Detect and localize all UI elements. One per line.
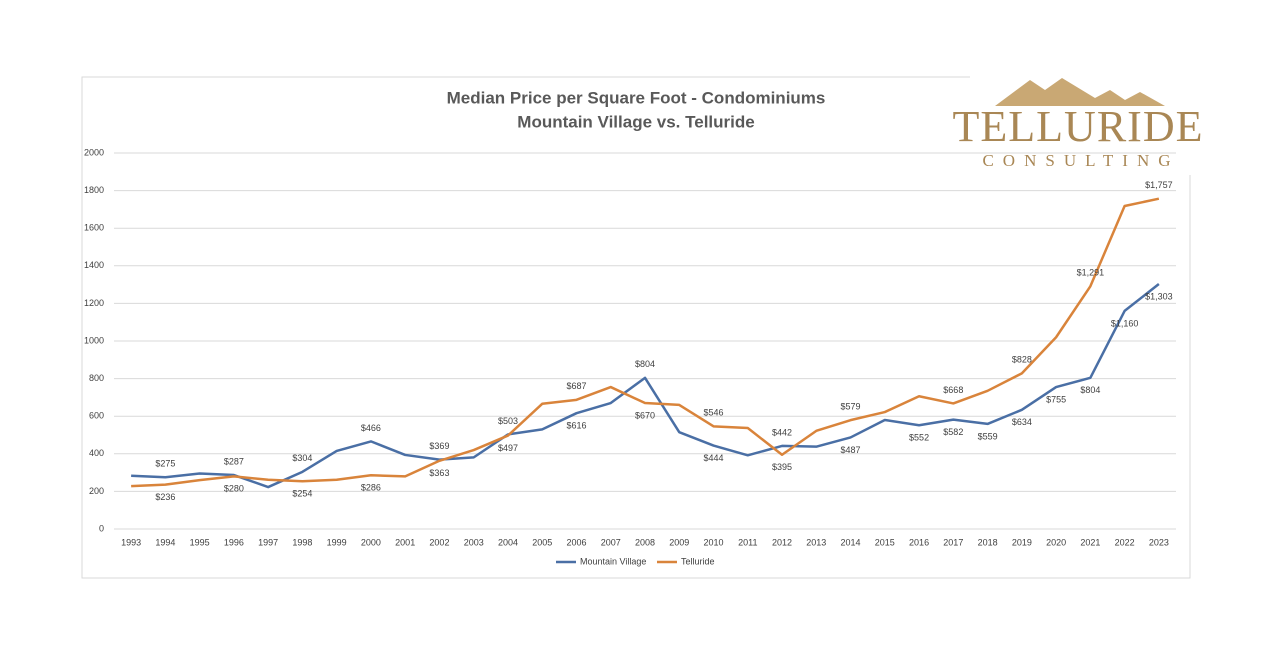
data-label: $552 (909, 433, 929, 443)
data-label: $444 (704, 453, 724, 463)
x-tick-label: 1998 (292, 537, 312, 547)
y-tick-label: 1000 (84, 335, 104, 345)
data-label: $286 (361, 483, 381, 493)
x-tick-label: 1999 (327, 537, 347, 547)
data-label: $634 (1012, 417, 1032, 427)
x-tick-label: 2018 (978, 537, 998, 547)
logo-tagline: CONSULTING (982, 151, 1179, 170)
x-tick-label: 2023 (1149, 537, 1169, 547)
data-label: $1,303 (1145, 291, 1173, 301)
data-label: $546 (704, 408, 724, 418)
data-label: $395 (772, 462, 792, 472)
x-tick-label: 2021 (1080, 537, 1100, 547)
x-tick-label: 2013 (806, 537, 826, 547)
logo-name: TELLURIDE (953, 102, 1204, 151)
data-label: $497 (498, 443, 518, 453)
data-label: $304 (292, 453, 312, 463)
x-tick-label: 2014 (841, 537, 861, 547)
y-tick-label: 1400 (84, 260, 104, 270)
data-label: $287 (224, 456, 244, 466)
legend-label: Telluride (681, 556, 715, 566)
x-tick-label: 2004 (498, 537, 518, 547)
x-tick-label: 2019 (1012, 537, 1032, 547)
y-tick-label: 2000 (84, 147, 104, 157)
chart-title: Median Price per Square Foot - Condomini… (447, 88, 826, 107)
x-tick-label: 2016 (909, 537, 929, 547)
x-tick-label: 2015 (875, 537, 895, 547)
x-tick-label: 2010 (704, 537, 724, 547)
x-tick-label: 1993 (121, 537, 141, 547)
x-tick-label: 1995 (190, 537, 210, 547)
data-label: $804 (635, 359, 655, 369)
y-tick-label: 1800 (84, 185, 104, 195)
x-tick-label: 2009 (669, 537, 689, 547)
x-tick-label: 2011 (738, 537, 757, 547)
data-label: $579 (841, 402, 861, 412)
y-tick-label: 1600 (84, 223, 104, 233)
data-label: $254 (292, 489, 312, 499)
x-tick-label: 1996 (224, 537, 244, 547)
x-tick-label: 2020 (1046, 537, 1066, 547)
logo: TELLURIDE CONSULTING (953, 75, 1204, 175)
data-label: $670 (635, 410, 655, 420)
data-label: $582 (943, 427, 963, 437)
data-label: $442 (772, 427, 792, 437)
data-label: $275 (155, 459, 175, 469)
x-tick-label: 2005 (532, 537, 552, 547)
data-label: $668 (943, 385, 963, 395)
x-tick-label: 2001 (395, 537, 415, 547)
y-tick-label: 400 (89, 448, 104, 458)
x-tick-label: 2008 (635, 537, 655, 547)
y-tick-label: 0 (99, 523, 104, 533)
data-label: $363 (429, 468, 449, 478)
data-label: $280 (224, 484, 244, 494)
data-label: $487 (841, 445, 861, 455)
data-label: $503 (498, 416, 518, 426)
data-label: $369 (429, 441, 449, 451)
data-label: $616 (566, 421, 586, 431)
data-label: $1,757 (1145, 180, 1173, 190)
x-tick-label: 2000 (361, 537, 381, 547)
x-tick-label: 2022 (1115, 537, 1135, 547)
logo-mountains (995, 78, 1165, 106)
series-line (131, 197, 1160, 488)
y-tick-label: 800 (89, 373, 104, 383)
x-tick-label: 2017 (943, 537, 963, 547)
x-tick-label: 2007 (601, 537, 621, 547)
data-label: $559 (978, 431, 998, 441)
y-tick-label: 200 (89, 486, 104, 496)
x-tick-label: 2006 (566, 537, 586, 547)
x-tick-label: 1994 (155, 537, 175, 547)
chart-subtitle: Mountain Village vs. Telluride (517, 112, 754, 131)
data-label: $755 (1046, 394, 1066, 404)
x-tick-label: 2003 (464, 537, 484, 547)
data-label: $828 (1012, 355, 1032, 365)
data-label: $236 (155, 492, 175, 502)
x-tick-label: 1997 (258, 537, 278, 547)
data-label: $687 (566, 381, 586, 391)
y-tick-label: 1200 (84, 298, 104, 308)
y-tick-label: 600 (89, 411, 104, 421)
data-label: $1,160 (1111, 318, 1139, 328)
series-line (131, 283, 1160, 489)
x-tick-label: 2012 (772, 537, 792, 547)
data-label: $466 (361, 423, 381, 433)
legend-label: Mountain Village (580, 556, 646, 566)
data-label: $804 (1080, 385, 1100, 395)
x-tick-label: 2002 (429, 537, 449, 547)
data-label: $1,291 (1077, 268, 1105, 278)
